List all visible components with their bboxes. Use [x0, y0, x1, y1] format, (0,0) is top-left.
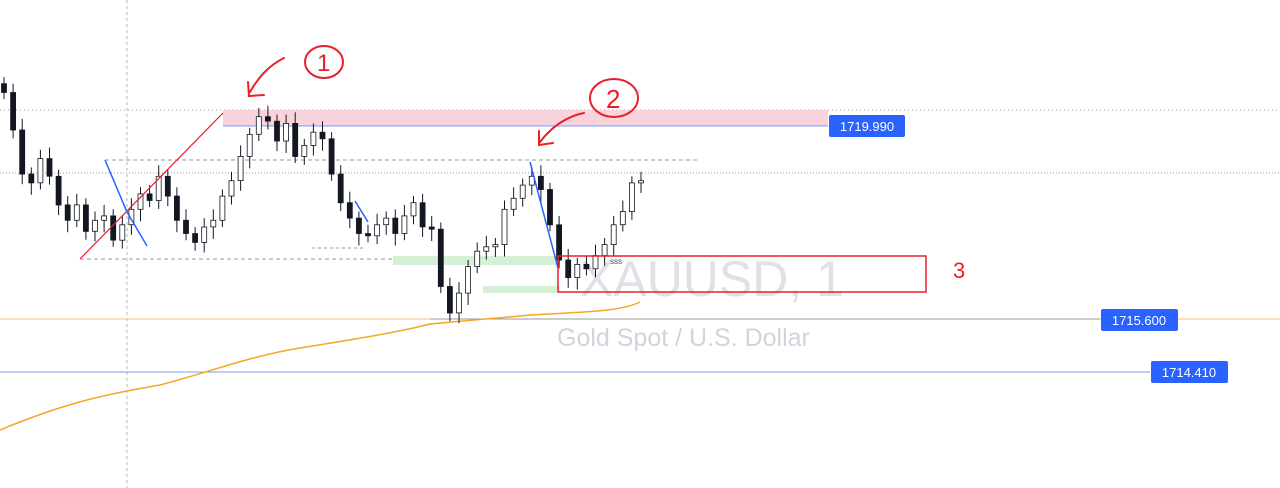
candle-body[interactable]: [219, 195, 226, 221]
candle-body[interactable]: [510, 197, 517, 210]
price-label-support[interactable]: 1714.410: [1151, 361, 1228, 383]
candle-body[interactable]: [1, 83, 7, 93]
annotation-circle-1: [304, 45, 344, 79]
candle-body[interactable]: [337, 173, 344, 204]
blue-trendline-1[interactable]: [104, 159, 148, 247]
candle-body[interactable]: [365, 233, 371, 237]
candle-body[interactable]: [183, 219, 189, 234]
candle-body[interactable]: [46, 158, 53, 177]
candle-body[interactable]: [292, 123, 299, 157]
annotation-box-3[interactable]: [557, 255, 927, 293]
sss-marker: SSS: [610, 260, 622, 266]
candle-body[interactable]: [619, 211, 626, 226]
candle-body[interactable]: [565, 259, 572, 279]
candle-body[interactable]: [55, 175, 62, 206]
candle-body[interactable]: [246, 133, 253, 157]
candle-body[interactable]: [283, 123, 290, 142]
candle-body[interactable]: [629, 182, 635, 212]
green-zone-lower[interactable]: [483, 286, 560, 293]
svg-text:1715.600: 1715.600: [1112, 313, 1166, 328]
candle-body[interactable]: [92, 219, 98, 232]
candles-group: [1, 77, 644, 324]
candle-body[interactable]: [264, 116, 271, 122]
annotation-1: 1: [317, 50, 330, 77]
candle-body[interactable]: [401, 215, 408, 234]
annotation-2: 2: [606, 84, 620, 114]
candle-body[interactable]: [83, 204, 89, 232]
candle-body[interactable]: [446, 286, 453, 314]
candle-body[interactable]: [119, 224, 126, 241]
candle-body[interactable]: [556, 224, 562, 261]
candle-body[interactable]: [574, 263, 581, 278]
candle-body[interactable]: [274, 120, 280, 142]
price-label-resistance[interactable]: 1719.990: [829, 115, 905, 137]
symbol-watermark: XAUUSD, 1: [580, 251, 844, 307]
candle-body[interactable]: [173, 195, 180, 221]
candle-body[interactable]: [37, 158, 44, 184]
description-watermark: Gold Spot / U.S. Dollar: [557, 324, 810, 352]
candle-body[interactable]: [73, 204, 80, 221]
candle-body[interactable]: [437, 228, 444, 287]
candle-body[interactable]: [392, 217, 399, 234]
svg-text:1714.410: 1714.410: [1162, 365, 1216, 380]
candle-body[interactable]: [64, 204, 71, 221]
candle-body[interactable]: [210, 219, 217, 228]
price-label-ma[interactable]: 1715.600: [1101, 309, 1178, 331]
blue-trendline-2[interactable]: [354, 200, 369, 223]
candle-body[interactable]: [310, 131, 317, 146]
candle-body[interactable]: [601, 244, 608, 257]
candle-body[interactable]: [538, 175, 544, 190]
annotation-arrow-1: [247, 57, 285, 98]
candle-body[interactable]: [428, 226, 435, 230]
candle-body[interactable]: [492, 244, 499, 248]
moving-average-line: [0, 301, 641, 431]
candle-body[interactable]: [383, 217, 390, 226]
candle-body[interactable]: [137, 193, 144, 210]
candle-body[interactable]: [28, 173, 35, 184]
candle-body[interactable]: [328, 138, 335, 175]
candle-body[interactable]: [110, 215, 117, 241]
candle-body[interactable]: [19, 129, 26, 175]
candle-body[interactable]: [10, 92, 17, 131]
candle-body[interactable]: [610, 224, 617, 246]
candle-body[interactable]: [155, 175, 162, 201]
svg-text:1719.990: 1719.990: [840, 119, 894, 134]
candle-body[interactable]: [465, 266, 472, 294]
candle-body[interactable]: [474, 250, 481, 267]
candle-body[interactable]: [583, 263, 590, 270]
candle-body[interactable]: [592, 255, 599, 270]
candle-body[interactable]: [319, 131, 326, 140]
resistance-zone[interactable]: [223, 110, 828, 126]
candle-body[interactable]: [638, 180, 644, 184]
annotation-circle-2: [589, 78, 639, 118]
annotation-arrow-2: [538, 112, 585, 147]
candle-body[interactable]: [255, 116, 262, 135]
candle-body[interactable]: [128, 208, 135, 226]
candle-body[interactable]: [192, 233, 199, 243]
candle-body[interactable]: [456, 292, 462, 314]
candle-body[interactable]: [547, 189, 553, 226]
red-trendline[interactable]: [79, 112, 224, 260]
candle-body[interactable]: [419, 202, 426, 228]
blue-trendline-3[interactable]: [529, 161, 559, 269]
candle-body[interactable]: [355, 217, 362, 234]
candle-body[interactable]: [164, 175, 171, 197]
annotation-3: 3: [953, 258, 965, 283]
candle-body[interactable]: [101, 215, 107, 221]
candle-body[interactable]: [237, 155, 244, 181]
candle-body[interactable]: [228, 180, 235, 197]
candle-body[interactable]: [483, 246, 490, 252]
candle-body[interactable]: [201, 226, 208, 243]
candle-body[interactable]: [146, 193, 153, 201]
candle-body[interactable]: [301, 144, 308, 157]
candle-body[interactable]: [346, 202, 353, 219]
candle-body[interactable]: [501, 208, 508, 246]
candle-body[interactable]: [519, 184, 526, 199]
candle-body[interactable]: [410, 202, 417, 217]
candle-body[interactable]: [374, 224, 381, 237]
